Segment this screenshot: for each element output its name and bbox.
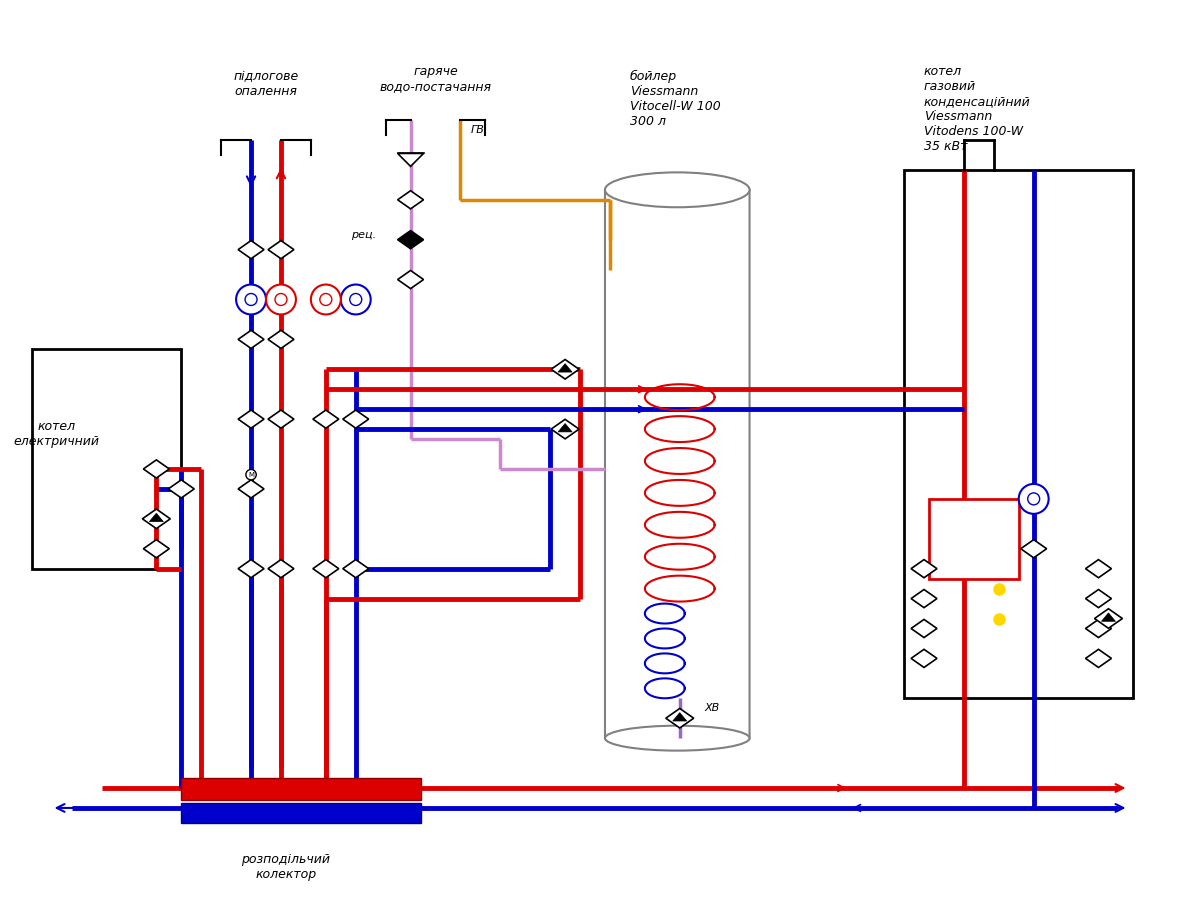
Polygon shape [343,410,368,428]
Polygon shape [143,460,169,478]
Text: розподільчий
колектор: розподільчий колектор [241,853,330,880]
Text: котел
газовий
конденсаційний
Viessmann
Vitodens 100-W
35 кВт: котел газовий конденсаційний Viessmann V… [924,65,1031,153]
Polygon shape [1094,608,1122,629]
Polygon shape [666,709,694,728]
Polygon shape [268,560,294,578]
Polygon shape [397,191,424,209]
Polygon shape [911,560,937,578]
Polygon shape [313,410,338,428]
Polygon shape [143,539,169,558]
Polygon shape [911,650,937,667]
Circle shape [341,285,371,314]
Polygon shape [911,619,937,638]
Polygon shape [1086,619,1111,638]
Polygon shape [1021,539,1046,558]
Polygon shape [149,513,163,522]
Polygon shape [1086,560,1111,578]
Polygon shape [238,241,264,259]
Polygon shape [343,560,368,578]
Polygon shape [558,424,572,432]
Circle shape [311,285,341,314]
Polygon shape [238,410,264,428]
Text: котел
електричний: котел електричний [13,420,100,448]
Polygon shape [1086,650,1111,667]
Polygon shape [558,364,572,372]
Bar [31,349,181,569]
Circle shape [245,293,257,305]
Polygon shape [268,241,294,259]
Circle shape [236,285,266,314]
Polygon shape [551,359,580,379]
Polygon shape [673,712,686,721]
Circle shape [275,293,287,305]
Text: ХВ: ХВ [704,703,720,713]
Polygon shape [397,231,424,249]
Polygon shape [397,270,424,289]
Ellipse shape [605,726,750,751]
Polygon shape [268,330,294,348]
Text: ГВ: ГВ [470,125,485,135]
Bar [904,170,1133,698]
Text: бойлер
Viessmann
Vitocell-W 100
300 л: бойлер Viessmann Vitocell-W 100 300 л [630,70,721,129]
Polygon shape [313,560,338,578]
Text: M: M [248,471,254,478]
Circle shape [1027,493,1039,505]
Polygon shape [1086,589,1111,607]
Ellipse shape [605,173,750,208]
Circle shape [349,293,361,305]
FancyBboxPatch shape [605,190,750,738]
Polygon shape [238,480,264,498]
Bar [929,499,1019,579]
Circle shape [1019,484,1049,514]
Polygon shape [551,419,580,439]
Polygon shape [397,153,424,166]
Polygon shape [268,410,294,428]
Circle shape [320,293,332,305]
Text: рец.: рец. [350,230,376,240]
Polygon shape [143,509,170,528]
Bar [181,803,420,823]
Polygon shape [238,330,264,348]
Bar [181,778,420,800]
Polygon shape [168,480,194,498]
Text: гаряче
водо-постачання: гаряче водо-постачання [379,65,492,93]
Circle shape [266,285,296,314]
Polygon shape [1102,613,1116,621]
Polygon shape [911,589,937,607]
Polygon shape [238,560,264,578]
Text: підлогове
опалення: підлогове опалення [233,70,299,98]
Circle shape [246,470,257,480]
